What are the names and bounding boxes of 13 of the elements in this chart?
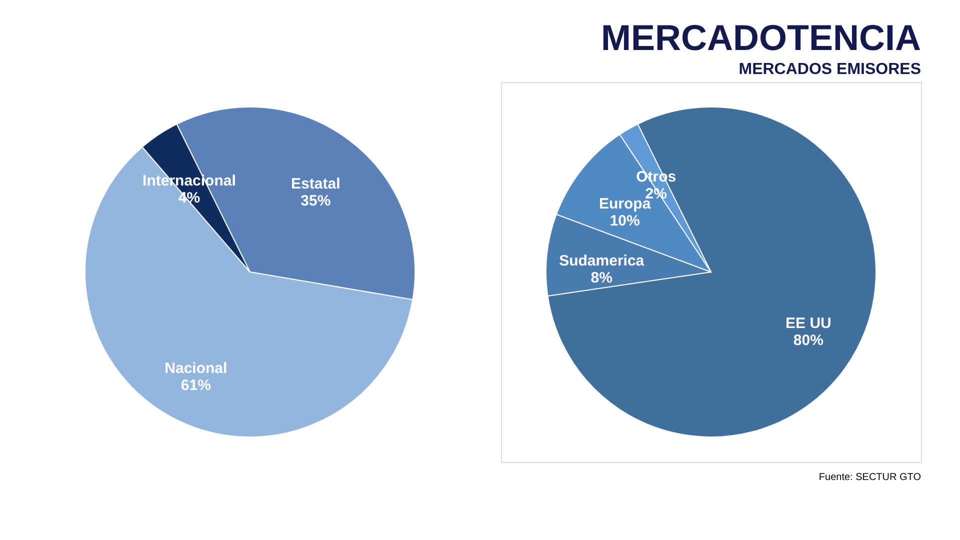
slice-label: Nacional	[164, 360, 228, 377]
pie-slice	[547, 106, 876, 438]
chart-subtitle: MERCADOS EMISORES	[738, 61, 922, 78]
chart-title: MERCADOTENCIA	[601, 17, 921, 58]
data-label: 35%	[300, 192, 331, 210]
slice-label: EE UU	[786, 315, 832, 332]
source-note: Fuente: SECTUR GTO	[818, 472, 922, 483]
data-label: 80%	[793, 332, 824, 350]
slice-label: Sudamerica	[559, 252, 645, 270]
data-label: 10%	[610, 212, 640, 230]
slice-label: Estatal	[291, 176, 340, 193]
data-label: 61%	[180, 376, 211, 394]
data-label: 8%	[590, 269, 612, 286]
